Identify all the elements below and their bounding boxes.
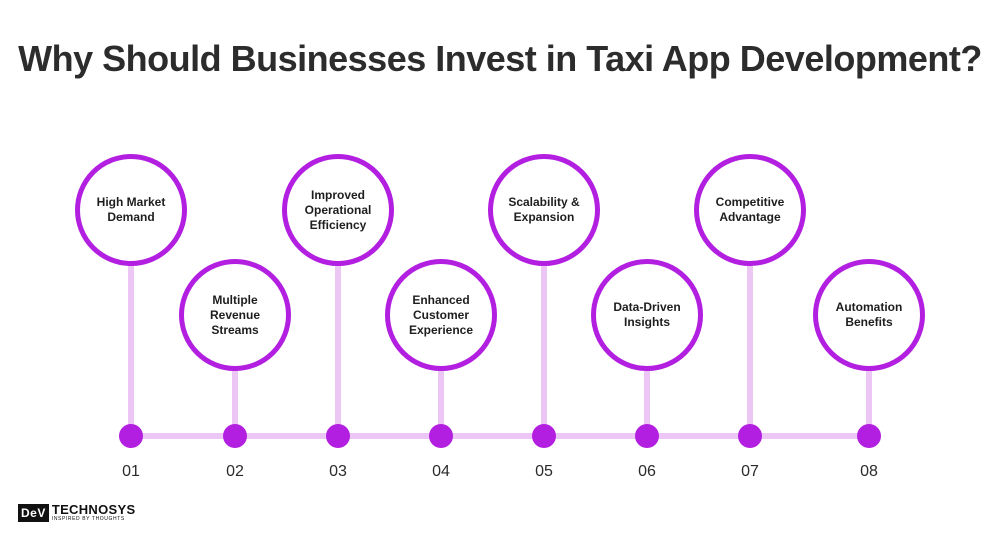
step-dot bbox=[429, 424, 453, 448]
step-number: 01 bbox=[122, 463, 140, 480]
step-dot bbox=[223, 424, 247, 448]
page-title: Why Should Businesses Invest in Taxi App… bbox=[18, 38, 982, 79]
step-label: High Market Demand bbox=[96, 195, 166, 224]
step-number: 03 bbox=[329, 463, 347, 480]
step-number: 04 bbox=[432, 463, 450, 480]
step-number: 08 bbox=[860, 463, 878, 480]
step-label: Automation Benefits bbox=[835, 300, 903, 329]
step-label: Enhanced Customer Experience bbox=[408, 292, 474, 337]
step-bubble: Scalability & Expansion bbox=[488, 154, 600, 266]
step-dot bbox=[119, 424, 143, 448]
step-stem bbox=[866, 367, 872, 436]
step-number: 02 bbox=[226, 463, 244, 480]
step-stem bbox=[438, 367, 444, 436]
step-bubble: High Market Demand bbox=[75, 154, 187, 266]
step-label: Scalability & Expansion bbox=[508, 195, 580, 224]
step-stem bbox=[232, 367, 238, 436]
step-label: Improved Operational Efficiency bbox=[304, 187, 372, 232]
step-label: Competitive Advantage bbox=[715, 195, 785, 224]
step-label: Multiple Revenue Streams bbox=[209, 292, 261, 337]
step-dot bbox=[326, 424, 350, 448]
logo-mark: DeV bbox=[18, 504, 49, 522]
step-stem bbox=[644, 367, 650, 436]
step-number: 05 bbox=[535, 463, 553, 480]
step-bubble: Multiple Revenue Streams bbox=[179, 259, 291, 371]
logo-name: TECHNOSYS bbox=[51, 502, 136, 517]
step-stem bbox=[541, 262, 547, 436]
step-stem bbox=[128, 262, 134, 436]
step-dot bbox=[635, 424, 659, 448]
timeline-connector bbox=[131, 433, 869, 439]
step-number: 06 bbox=[638, 463, 656, 480]
step-number: 07 bbox=[741, 463, 759, 480]
step-dot bbox=[738, 424, 762, 448]
step-bubble: Competitive Advantage bbox=[694, 154, 806, 266]
step-stem bbox=[335, 262, 341, 436]
step-stem bbox=[747, 262, 753, 436]
step-label: Data-Driven Insights bbox=[613, 300, 681, 329]
step-bubble: Data-Driven Insights bbox=[591, 259, 703, 371]
step-bubble: Improved Operational Efficiency bbox=[282, 154, 394, 266]
logo-tagline: INSPIRED BY THOUGHTS bbox=[51, 516, 125, 522]
company-logo: DeV TECHNOSYS INSPIRED BY THOUGHTS bbox=[18, 503, 135, 523]
step-bubble: Automation Benefits bbox=[813, 259, 925, 371]
step-dot bbox=[857, 424, 881, 448]
step-dot bbox=[532, 424, 556, 448]
step-bubble: Enhanced Customer Experience bbox=[385, 259, 497, 371]
